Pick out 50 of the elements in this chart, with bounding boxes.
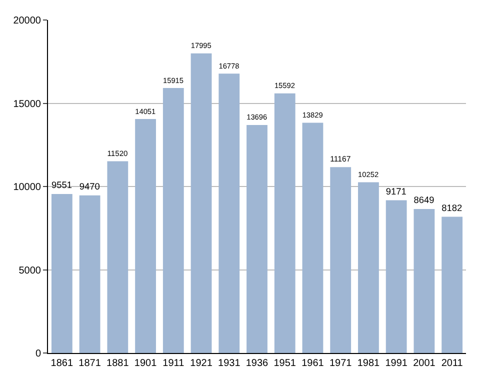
x-tick-label: 1901 [134, 358, 158, 369]
y-tick-label: 20000 [13, 16, 42, 26]
data-label: 11167 [330, 154, 351, 164]
data-label: 9551 [51, 180, 72, 190]
x-tick-label: 1921 [190, 358, 213, 369]
y-tick-label: 0 [35, 348, 42, 360]
bar [135, 119, 156, 353]
y-tick-label: 15000 [13, 98, 42, 110]
x-tick-label: 1861 [50, 358, 74, 369]
data-label: 9171 [386, 186, 406, 197]
data-label: 17995 [190, 41, 212, 50]
bar [414, 208, 435, 353]
data-label: 15915 [162, 76, 184, 85]
x-tick-label: 2011 [441, 358, 464, 369]
x-tick-label: 1971 [329, 358, 352, 369]
bar [302, 122, 324, 353]
y-tick-label: 5000 [18, 265, 42, 276]
x-tick-label: 1881 [106, 358, 130, 369]
x-tick-label: 2001 [413, 358, 436, 369]
x-tick-label: 1871 [78, 358, 102, 369]
bar [51, 194, 72, 353]
data-label: 9470 [79, 182, 100, 192]
bar [274, 93, 296, 353]
data-label: 14051 [135, 106, 156, 116]
bar [107, 161, 128, 353]
bar [162, 88, 184, 353]
bar [358, 182, 379, 353]
data-label: 16778 [218, 61, 240, 70]
x-tick-label: 1951 [274, 358, 296, 369]
data-label: 10252 [358, 170, 379, 180]
y-tick-label: 10000 [13, 182, 42, 193]
bar [330, 167, 352, 353]
x-tick-label: 1931 [218, 358, 241, 369]
data-label: 8649 [414, 195, 434, 206]
bar [79, 195, 100, 353]
bar [218, 74, 240, 353]
x-tick-label: 1936 [246, 358, 269, 369]
data-label: 13696 [246, 112, 268, 122]
x-tick-label: 1911 [162, 358, 185, 369]
x-tick-label: 1981 [357, 358, 380, 369]
bar [386, 200, 407, 353]
x-tick-label: 1991 [385, 358, 408, 369]
bar [246, 124, 268, 353]
data-label: 13829 [302, 110, 323, 120]
data-label: 15592 [274, 81, 295, 90]
data-label: 11520 [107, 148, 128, 158]
x-tick-label: 1961 [302, 358, 324, 369]
bar [190, 53, 212, 353]
data-label: 8182 [442, 203, 462, 214]
bar [442, 216, 463, 353]
